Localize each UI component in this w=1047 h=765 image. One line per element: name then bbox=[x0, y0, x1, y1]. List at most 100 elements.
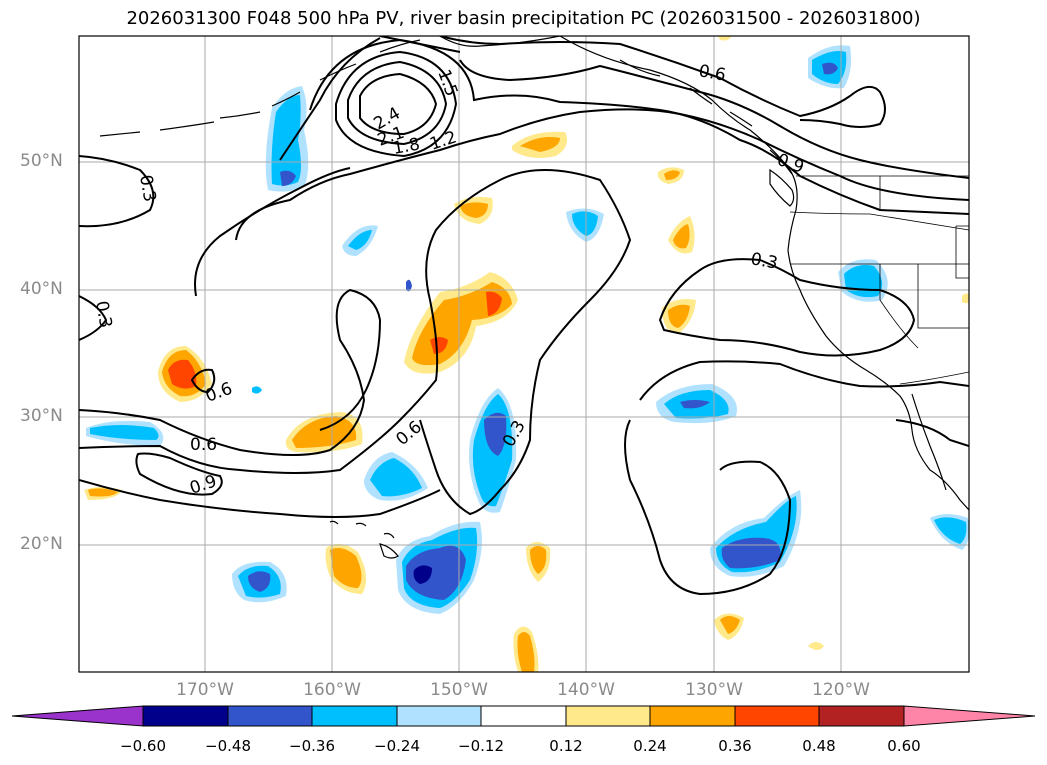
lat-label-20n: 20°N bbox=[20, 534, 63, 554]
precip-patch bbox=[486, 291, 502, 316]
pv-contour bbox=[79, 155, 155, 228]
colorbar-tick-label: −0.60 bbox=[120, 737, 166, 755]
precip-patch bbox=[720, 616, 740, 634]
precip-patch bbox=[664, 170, 680, 180]
lon-label-140w: 140°W bbox=[557, 680, 615, 700]
colorbar-tick-label: 0.24 bbox=[633, 737, 667, 755]
map-frame bbox=[78, 35, 970, 673]
political-borders bbox=[789, 175, 969, 385]
precip-patch bbox=[280, 170, 296, 186]
baja-coast bbox=[911, 393, 947, 491]
lon-label-120w: 120°W bbox=[812, 680, 870, 700]
precip-patch bbox=[808, 642, 824, 650]
pv-contour bbox=[79, 288, 382, 456]
colorbar-swatch bbox=[227, 705, 313, 727]
pv-contour bbox=[79, 295, 108, 341]
colorbar-swatch bbox=[649, 705, 736, 727]
ut-border bbox=[955, 225, 969, 279]
precip-patch bbox=[370, 458, 422, 497]
precip-patch bbox=[520, 137, 560, 152]
precip-patch bbox=[668, 304, 690, 328]
precip-patch bbox=[406, 545, 466, 600]
wa-or-border bbox=[789, 211, 969, 231]
colorbar-extend-high bbox=[903, 705, 1036, 727]
us-mexico-border bbox=[899, 371, 969, 385]
precip-patch bbox=[673, 224, 690, 249]
colorbar-tick-label: −0.24 bbox=[374, 737, 420, 755]
colorbar-swatch bbox=[142, 705, 229, 727]
colorbar-swatch bbox=[480, 705, 567, 727]
precip-patch bbox=[330, 548, 362, 588]
colorbar-tick-label: 0.12 bbox=[549, 737, 583, 755]
precip-patch bbox=[460, 202, 488, 218]
lat-label-40n: 40°N bbox=[20, 279, 63, 299]
precip-patch bbox=[248, 571, 271, 592]
precip-patch bbox=[822, 62, 838, 75]
colorbar-tick-label: 0.36 bbox=[718, 737, 752, 755]
pv-contour bbox=[895, 419, 969, 447]
contour-label: 0.3 bbox=[749, 249, 779, 273]
colorbar-tick-label: −0.12 bbox=[458, 737, 504, 755]
precip-patch bbox=[168, 359, 197, 389]
lon-label-130w: 130°W bbox=[685, 680, 743, 700]
colorbar-tick-label: −0.48 bbox=[205, 737, 251, 755]
colorbar-swatch bbox=[734, 705, 820, 727]
pv-contour bbox=[190, 368, 216, 394]
pv-contour bbox=[359, 72, 438, 136]
colorbar-tick-label: 0.60 bbox=[887, 737, 921, 755]
precip-patch bbox=[252, 386, 262, 394]
colorbar-tick-label: 0.48 bbox=[802, 737, 836, 755]
pv-contour bbox=[135, 452, 223, 496]
colorbar-extend-low bbox=[11, 705, 144, 727]
precip-patch bbox=[88, 488, 118, 497]
ca-nv-border bbox=[879, 264, 919, 349]
coastlines bbox=[99, 36, 969, 559]
pv-contour bbox=[194, 59, 969, 297]
precip-patch bbox=[90, 425, 159, 440]
nv-border bbox=[917, 264, 969, 329]
pv-contour bbox=[79, 479, 441, 518]
colorbar-swatch bbox=[565, 705, 651, 727]
precip-patch bbox=[517, 632, 535, 672]
aleutian-islands bbox=[99, 39, 421, 137]
colorbar-swatch bbox=[818, 705, 905, 727]
hawaii-islands bbox=[329, 520, 399, 559]
precip-patch bbox=[962, 293, 969, 304]
precip-patch bbox=[413, 565, 432, 584]
colorbar-swatch bbox=[311, 705, 398, 727]
bc-islands bbox=[619, 59, 793, 175]
precip-patch bbox=[406, 279, 412, 292]
contour-label: 0.9 bbox=[774, 150, 806, 178]
precip-patch bbox=[430, 337, 448, 354]
pv-contour bbox=[658, 258, 916, 357]
contour-label: 0.3 bbox=[91, 299, 115, 329]
alaska-coast bbox=[439, 36, 561, 47]
lon-label-160w: 160°W bbox=[303, 680, 361, 700]
pv-contour bbox=[79, 169, 632, 516]
precip-patch bbox=[530, 546, 547, 574]
contour-label: 0.6 bbox=[190, 435, 217, 455]
precip-patch bbox=[844, 265, 883, 298]
pv-contour bbox=[624, 360, 969, 596]
precip-patch bbox=[572, 211, 598, 236]
contour-label: 1.8 bbox=[391, 135, 421, 159]
pv-contour bbox=[347, 60, 448, 146]
precip-patch bbox=[292, 416, 357, 448]
pv-contour bbox=[379, 36, 886, 128]
precip-patch bbox=[348, 230, 372, 250]
lat-label-50n: 50°N bbox=[20, 151, 63, 171]
precip-patch bbox=[718, 36, 732, 41]
precip-patch bbox=[934, 517, 967, 544]
lon-label-150w: 150°W bbox=[430, 680, 488, 700]
pv-contour bbox=[235, 37, 969, 241]
na-coast bbox=[559, 36, 969, 511]
precip-shading bbox=[84, 36, 969, 672]
colorbar bbox=[11, 705, 1036, 727]
lat-label-30n: 30°N bbox=[20, 406, 63, 426]
colorbar-tick-label: −0.36 bbox=[289, 737, 335, 755]
precip-patch bbox=[484, 412, 507, 456]
contour-label: 1.5 bbox=[433, 67, 461, 99]
pv-contour bbox=[335, 50, 458, 158]
map-title: 2026031300 F048 500 hPa PV, river basin … bbox=[126, 8, 921, 29]
